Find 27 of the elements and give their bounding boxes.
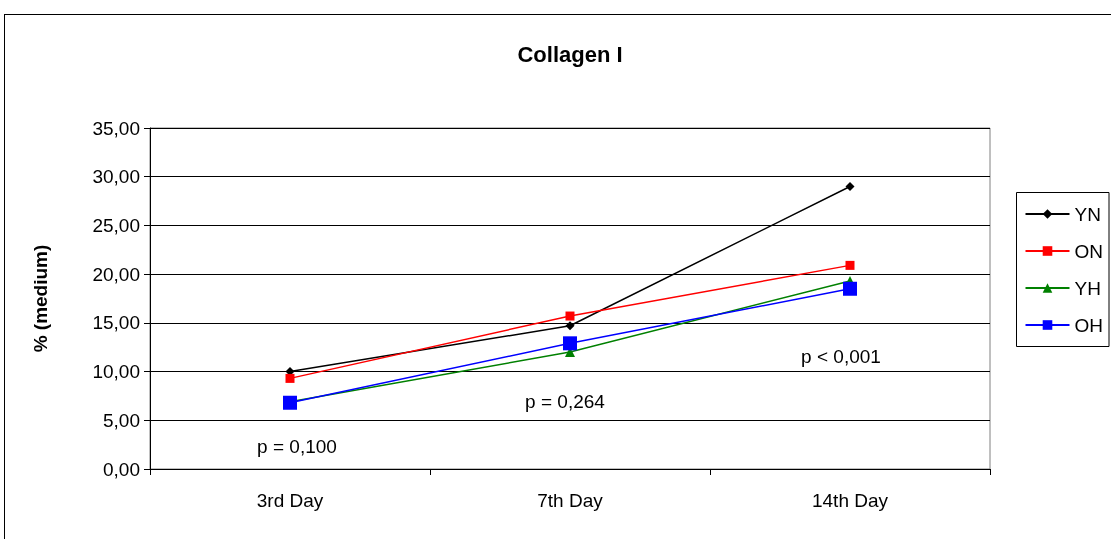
legend-label: YN xyxy=(1074,203,1101,225)
legend-label: YH xyxy=(1074,277,1101,299)
y-tick-label: 10,00 xyxy=(92,361,140,383)
y-tick-label: 5,00 xyxy=(103,409,140,431)
y-tick-label: 35,00 xyxy=(92,117,140,139)
x-tick-label: 7th Day xyxy=(537,490,604,511)
x-tick-label: 14th Day xyxy=(811,490,889,511)
annotation: p = 0,264 xyxy=(525,390,606,412)
point xyxy=(845,260,855,270)
chart-title: Collagen I xyxy=(517,41,623,67)
point xyxy=(843,281,857,296)
y-tick-label: 20,00 xyxy=(92,263,140,285)
y-tick-label: 0,00 xyxy=(103,458,140,480)
annotation: p = 0,100 xyxy=(257,435,337,457)
x-tick-label: 3rd Day xyxy=(256,490,324,511)
point xyxy=(845,181,855,191)
annotation: p < 0,001 xyxy=(801,345,881,367)
y-tick-label: 15,00 xyxy=(92,312,140,334)
point xyxy=(563,336,577,351)
point xyxy=(285,373,295,383)
y-tick-label: 30,00 xyxy=(92,166,140,188)
point xyxy=(565,321,575,331)
point xyxy=(565,311,575,321)
y-axis-title: % (medium) xyxy=(30,244,51,353)
y-tick-label: 25,00 xyxy=(92,214,140,236)
legend-label: OH xyxy=(1074,314,1103,336)
legend-label: ON xyxy=(1074,240,1103,262)
